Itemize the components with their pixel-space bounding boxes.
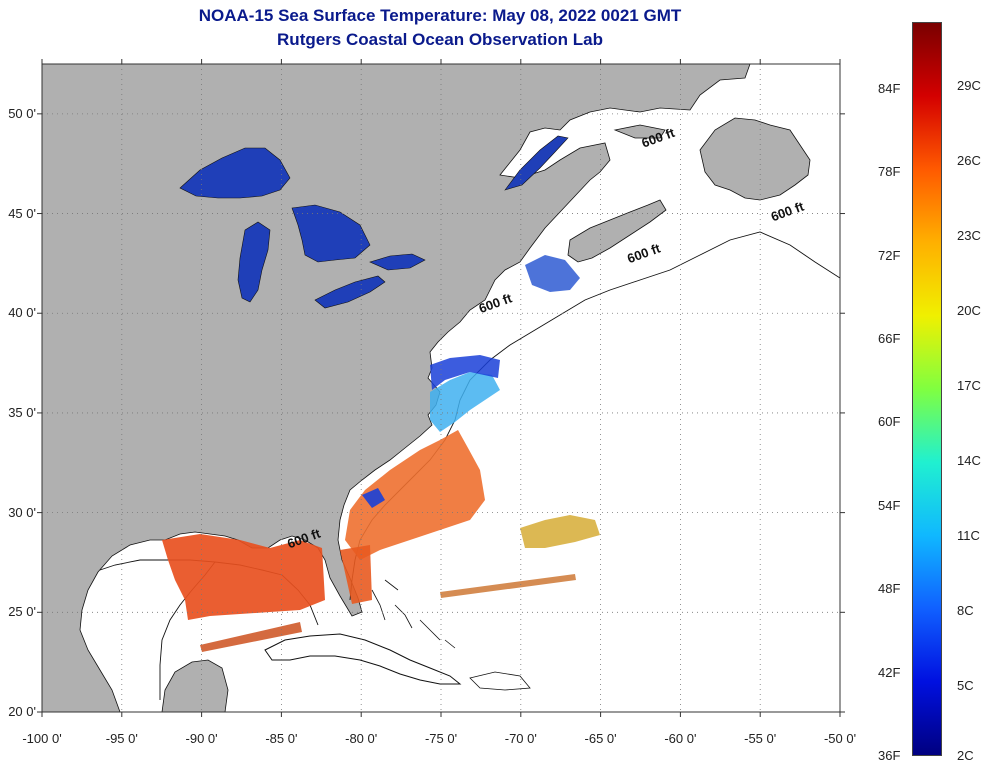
- lat-tick-label: 40 0': [8, 305, 36, 321]
- axis-ticks: [37, 59, 845, 717]
- sst-gom-lakes-blue: [525, 255, 580, 292]
- sst-midatlantic-cold: [430, 355, 500, 390]
- colorbar-celsius-label: 8C: [957, 603, 974, 619]
- lat-tick-label: 20 0': [8, 704, 36, 719]
- lat-tick-label: 45 0': [8, 205, 36, 221]
- lon-tick-label: -85 0': [265, 731, 298, 746]
- colorbar-celsius-label: 14C: [957, 453, 981, 469]
- lat-lon-grid: [42, 64, 840, 712]
- sst-gulf-swath-lower: [200, 622, 302, 652]
- colorbar-celsius-label: 5C: [957, 678, 974, 694]
- colorbar-fahrenheit-label: 48F: [878, 581, 901, 597]
- newfoundland-land: [699, 117, 811, 201]
- lon-tick-label: -95 0': [105, 731, 138, 746]
- colorbar-celsius-label: 26C: [957, 153, 981, 168]
- north-america-land: [42, 64, 751, 712]
- lat-tick-label: 50 0': [8, 105, 36, 121]
- lake-superior: [179, 147, 291, 199]
- sst-gulf-swath: [162, 534, 325, 620]
- lon-tick-label: -75 0': [424, 731, 458, 746]
- colorbar-celsius-label: 20C: [957, 303, 981, 319]
- colorbar-celsius-label: 29C: [957, 77, 981, 93]
- map-title: NOAA-15 Sea Surface Temperature: May 08,…: [198, 6, 682, 25]
- yucatan-land: [161, 659, 229, 712]
- sst-florida-strait: [340, 545, 372, 604]
- colorbar-fahrenheit-label: 54F: [878, 497, 901, 513]
- lon-tick-label: -70 0': [504, 731, 537, 746]
- cuba-land: [264, 633, 462, 685]
- lat-tick-label: 35 0': [8, 404, 36, 420]
- colorbar-celsius-label: 17C: [957, 378, 981, 394]
- nova-scotia-land: [567, 199, 667, 263]
- lat-tick-label: 25 0': [8, 604, 36, 620]
- st-lawrence: [504, 135, 569, 191]
- colorbar-fahrenheit-label: 78F: [878, 164, 901, 180]
- lake-huron: [291, 204, 371, 263]
- colorbar-fahrenheit-label: 42F: [878, 664, 901, 680]
- bahamas-outline: [371, 579, 456, 649]
- sst-georgia-blue: [362, 488, 385, 508]
- lon-tick-label: -60 0': [664, 731, 697, 746]
- colorbar-fahrenheit-label: 60F: [878, 414, 901, 430]
- sst-midatlantic: [430, 372, 500, 432]
- lon-tick-label: -65 0': [584, 731, 617, 746]
- colorbar-fahrenheit-label: 36F: [878, 748, 901, 763]
- anticosti-land: [613, 124, 666, 139]
- lake-ontario: [369, 253, 426, 271]
- colorbar-celsius-label: 11C: [957, 528, 980, 544]
- lon-tick-label: -90 0': [185, 731, 218, 746]
- colorbar-fahrenheit-label: 84F: [878, 80, 901, 96]
- sst-offshore-strip: [440, 574, 576, 598]
- lon-tick-label: -80 0': [345, 731, 378, 746]
- lon-tick-label: -50 0': [823, 731, 857, 746]
- colorbar-fahrenheit-label: 72F: [878, 247, 901, 263]
- sst-swaths: [162, 255, 600, 652]
- colorbar-celsius-label: 23C: [957, 228, 981, 244]
- lon-tick-label: -100 0': [22, 731, 62, 746]
- sst-atlantic-swath: [345, 430, 485, 560]
- lake-erie: [314, 275, 386, 309]
- lake-michigan: [237, 221, 271, 303]
- colorbar-fahrenheit-label: 66F: [878, 330, 901, 346]
- map-subtitle: Rutgers Coastal Ocean Observation Lab: [277, 30, 603, 49]
- sst-offshore-yellow: [520, 515, 600, 548]
- lat-tick-label: 30 0': [8, 504, 36, 520]
- colorbar-celsius-label: 2C: [957, 748, 974, 763]
- lon-tick-label: -55 0': [744, 731, 777, 746]
- great-lakes: [179, 135, 569, 309]
- map-layers: [42, 64, 840, 712]
- temperature-colorbar: [912, 22, 942, 756]
- hispaniola-outline: [469, 671, 531, 691]
